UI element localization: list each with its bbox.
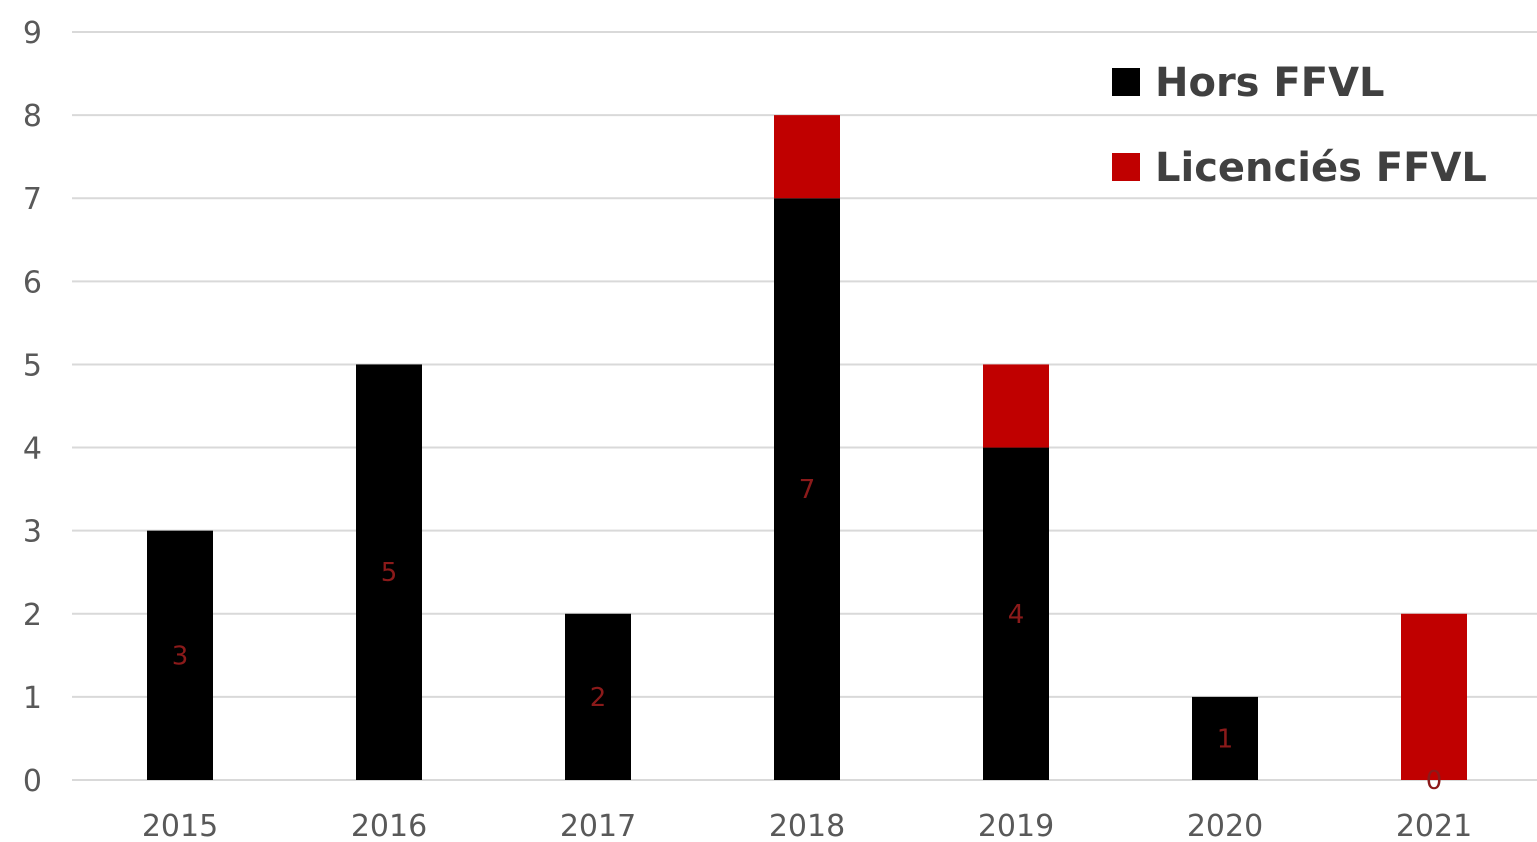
x-tick-label: 2018 [769,809,845,842]
x-tick-label: 2021 [1396,809,1472,842]
y-tick-label: 8 [23,99,42,134]
x-axis-tick-labels: 2015 2016 2017 2018 2019 2020 2021 [142,809,1472,842]
x-tick-label: 2020 [1187,809,1263,842]
x-tick-label: 2019 [978,809,1054,842]
bar-2015-series-0 [147,530,213,780]
y-tick-label: 5 [23,348,42,383]
data-label: 4 [1008,600,1025,630]
y-tick-label: 2 [23,598,42,633]
data-label: 0 [1426,766,1443,796]
bar-2021-series-1 [1401,613,1467,780]
legend-swatch [1112,68,1140,96]
bar-2020-series-0 [1192,696,1258,780]
bar-2016-series-0 [356,364,422,780]
x-tick-label: 2015 [142,809,218,842]
bar-2019-series-1 [983,364,1049,448]
y-tick-label: 7 [23,182,42,217]
y-tick-label: 6 [23,265,42,300]
bar-2019-series-0 [983,447,1049,780]
y-tick-label: 4 [23,432,42,467]
bars [147,115,1467,780]
data-label: 3 [172,641,189,671]
y-tick-label: 1 [23,681,42,716]
data-label: 7 [799,475,816,505]
legend-label: Licenciés FFVL [1155,145,1487,191]
y-axis-tick-labels: 0 1 2 3 4 5 6 7 8 9 [23,16,42,799]
data-label: 1 [1217,724,1234,754]
bar-2017-series-0 [565,613,631,780]
data-labels: 3 5 2 7 4 1 0 [172,475,1443,796]
x-tick-label: 2017 [560,809,636,842]
y-tick-label: 9 [23,16,42,51]
x-tick-label: 2016 [351,809,427,842]
bar-2018-series-1 [774,115,840,199]
y-tick-label: 3 [23,515,42,550]
bar-2018-series-0 [774,198,840,780]
data-label: 2 [590,683,607,713]
legend-swatch [1112,153,1140,181]
y-tick-label: 0 [23,764,42,799]
data-label: 5 [381,558,398,588]
legend-label: Hors FFVL [1155,60,1385,106]
legend: Hors FFVL Licenciés FFVL [1112,60,1487,191]
